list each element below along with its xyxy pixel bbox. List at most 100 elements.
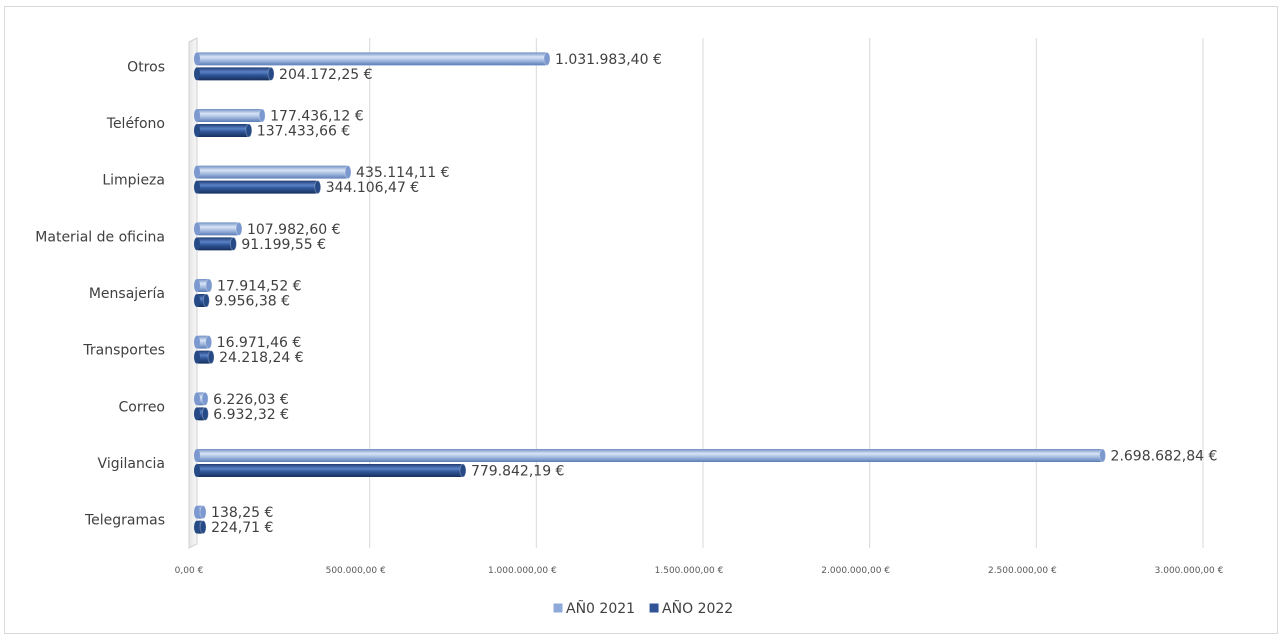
bar xyxy=(194,505,207,520)
bar-base-cap xyxy=(194,464,200,477)
bar-body xyxy=(197,237,234,251)
data-label: 177.436,12 € xyxy=(270,109,364,125)
bar-base-cap xyxy=(194,505,200,519)
data-label: 107.982,60 € xyxy=(247,222,341,238)
axis-wall-face xyxy=(188,37,198,549)
bar xyxy=(194,293,210,308)
legend-label: AÑO 2022 xyxy=(662,600,733,617)
data-label: 16.971,46 € xyxy=(217,335,302,351)
bar-base-cap xyxy=(194,237,200,251)
bar xyxy=(194,448,1107,463)
category-label: Correo xyxy=(119,399,165,415)
data-labels: 1.031.983,40 €204.172,25 €177.436,12 €13… xyxy=(211,52,1217,536)
data-label: 137.433,66 € xyxy=(257,124,351,140)
bar-end-cap xyxy=(245,123,253,138)
category-label: Otros xyxy=(127,59,165,75)
bar-end-cap xyxy=(1099,448,1107,463)
bar-base-cap xyxy=(194,392,200,406)
bar-end-cap xyxy=(229,236,237,251)
bar-body xyxy=(197,464,463,477)
data-label: 2.698.682,84 € xyxy=(1111,449,1218,465)
data-label: 224,71 € xyxy=(211,520,273,536)
legend-swatch xyxy=(648,602,660,614)
bar-base-cap xyxy=(194,124,200,137)
x-tick-label: 2.000.000,00 € xyxy=(821,566,890,576)
category-label: Material de oficina xyxy=(35,229,165,245)
bar xyxy=(194,180,322,195)
axis-wall xyxy=(188,37,198,549)
bar-end-cap xyxy=(314,180,322,195)
bar-end-cap xyxy=(199,505,207,520)
bar-end-cap xyxy=(201,391,209,406)
bar-base-cap xyxy=(194,294,200,307)
data-label: 435.114,11 € xyxy=(356,165,450,181)
bar-body xyxy=(197,165,349,179)
bar-body xyxy=(197,109,263,122)
bar-base-cap xyxy=(194,407,200,421)
bar-end-cap xyxy=(344,165,352,180)
bar-body xyxy=(197,335,209,349)
x-tick-label: 500.000,00 € xyxy=(326,566,386,576)
bar xyxy=(194,123,253,138)
bar xyxy=(194,165,352,180)
bar xyxy=(194,51,551,66)
bar-base-cap xyxy=(194,279,200,292)
bar-end-cap xyxy=(205,278,213,293)
bar-body xyxy=(197,279,209,292)
bar-end-cap xyxy=(202,293,210,308)
data-label: 1.031.983,40 € xyxy=(555,52,662,68)
bar-body xyxy=(197,449,1103,462)
legend-label: AÑ0 2021 xyxy=(566,600,635,617)
category-label: Vigilancia xyxy=(98,456,165,472)
bar-base-cap xyxy=(194,449,200,462)
data-label: 6.932,32 € xyxy=(213,407,289,423)
gridlines xyxy=(369,38,1204,548)
bar xyxy=(194,335,213,350)
data-label: 17.914,52 € xyxy=(217,279,302,295)
x-tick-label: 0,00 € xyxy=(175,566,204,576)
bar-end-cap xyxy=(267,66,275,81)
bar xyxy=(194,391,209,406)
legend-swatch xyxy=(552,602,564,614)
bar-end-cap xyxy=(235,221,243,236)
bar xyxy=(194,520,207,535)
bar-base-cap xyxy=(194,165,200,179)
data-label: 24.218,24 € xyxy=(219,350,304,366)
bar-base-cap xyxy=(194,109,200,122)
bar xyxy=(194,236,237,251)
data-label: 344.106,47 € xyxy=(326,180,420,196)
data-label: 779.842,19 € xyxy=(471,464,565,480)
bar-body xyxy=(197,67,272,81)
x-tick-labels: 0,00 € 500.000,00 € 1.000.000,00 € 1.500.00… xyxy=(175,566,1224,576)
bar-base-cap xyxy=(194,520,200,534)
bar-body xyxy=(197,222,239,236)
bar-body xyxy=(197,180,318,194)
bar-end-cap xyxy=(199,520,207,535)
category-label: Mensajería xyxy=(89,286,165,302)
x-tick-label: 1.000.000,00 € xyxy=(488,566,557,576)
bar-end-cap xyxy=(543,51,551,66)
bar-base-cap xyxy=(194,52,200,66)
bar xyxy=(194,221,243,236)
bar-end-cap xyxy=(459,463,467,478)
bar xyxy=(194,66,275,81)
bar-base-cap xyxy=(194,222,200,236)
bar-end-cap xyxy=(201,406,209,421)
data-label: 9.956,38 € xyxy=(214,294,290,310)
bar-base-cap xyxy=(194,350,200,364)
bar xyxy=(194,108,266,123)
bar-end-cap xyxy=(205,335,213,350)
category-labels: Otros Teléfono Limpieza Material de oficina… xyxy=(35,59,165,528)
bar xyxy=(194,350,215,365)
category-label: Transportes xyxy=(82,343,165,359)
bar-body xyxy=(197,124,249,137)
bar-body xyxy=(197,52,547,66)
bar xyxy=(194,278,213,293)
data-label: 6.226,03 € xyxy=(213,392,289,408)
data-label: 138,25 € xyxy=(211,505,273,521)
legend: AÑ0 2021 AÑO 2022 xyxy=(552,600,733,617)
category-label: Teléfono xyxy=(106,116,165,132)
bar xyxy=(194,463,467,478)
bar-body xyxy=(197,350,212,364)
